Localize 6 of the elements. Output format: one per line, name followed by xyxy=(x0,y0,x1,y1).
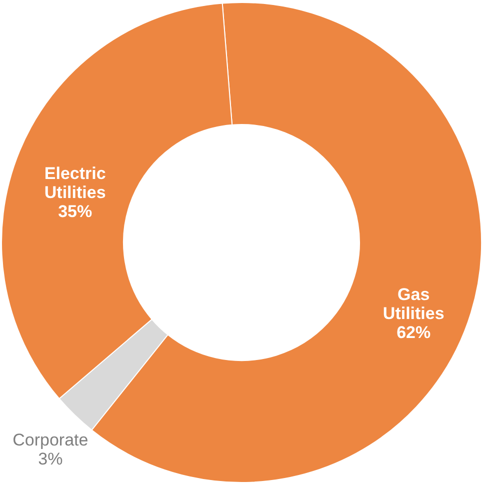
data-label: 35% xyxy=(58,202,92,221)
slice-label: Gas Utilities xyxy=(382,285,444,324)
data-label: 3% xyxy=(38,449,63,468)
slice-label: Electric Utilities xyxy=(44,164,106,202)
data-label: 62% xyxy=(396,323,431,342)
slice-label: Corporate xyxy=(12,430,88,450)
